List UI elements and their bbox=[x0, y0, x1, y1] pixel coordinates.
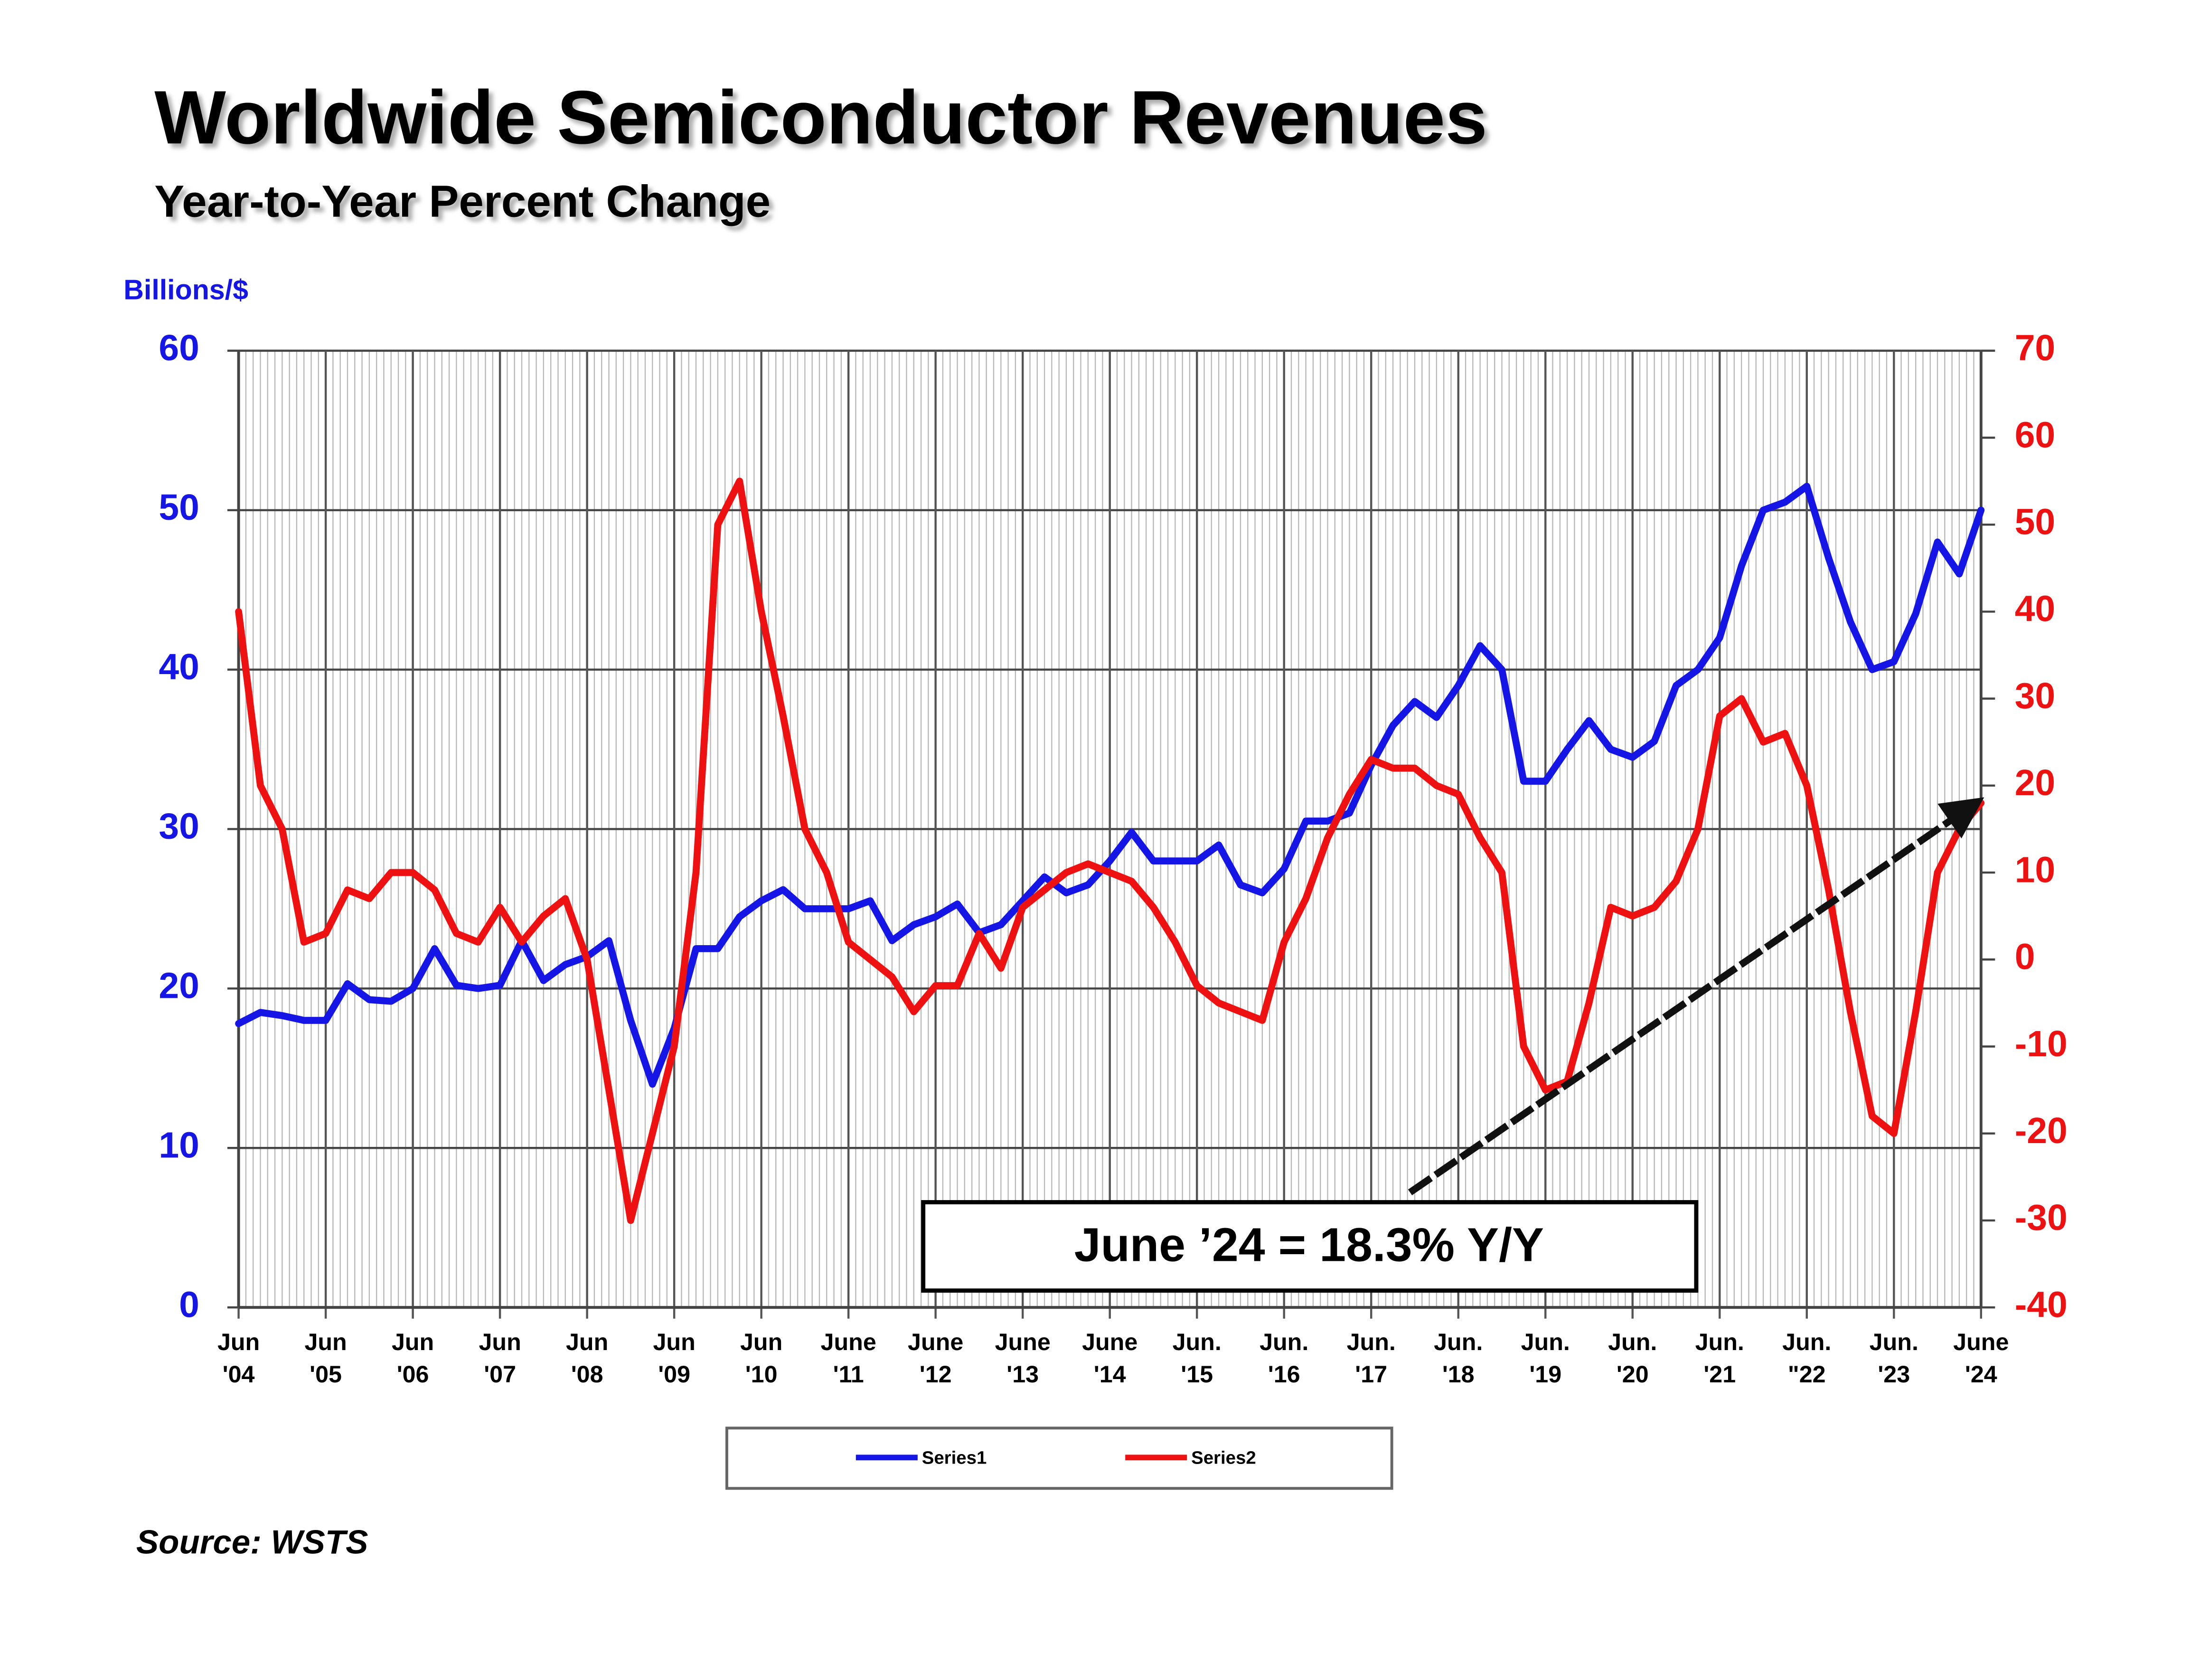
x-tick-label: June bbox=[908, 1329, 963, 1355]
x-tick-label: Jun bbox=[304, 1329, 347, 1355]
x-tick-label: Jun. bbox=[1870, 1329, 1918, 1355]
x-tick-label: '09 bbox=[658, 1361, 690, 1388]
x-tick-label: Jun. bbox=[1521, 1329, 1570, 1355]
x-tick-label: Jun bbox=[392, 1329, 434, 1355]
y-tick-label: 50 bbox=[159, 487, 199, 528]
x-tick-label: Jun. bbox=[1347, 1329, 1396, 1355]
annotation-box bbox=[921, 1200, 1699, 1293]
x-tick-label: Jun. bbox=[1608, 1329, 1657, 1355]
x-tick-label: Jun bbox=[479, 1329, 521, 1355]
x-tick-label: Jun bbox=[217, 1329, 260, 1355]
x-tick-label: Jun. bbox=[1173, 1329, 1222, 1355]
source: Source: WSTS bbox=[136, 1523, 368, 1561]
annotation-arrow bbox=[1408, 797, 1984, 1195]
x-tick-label: '21 bbox=[1703, 1361, 1736, 1388]
x-tick-label: Jun bbox=[740, 1329, 782, 1355]
y-axis-label: Billions/$ bbox=[123, 273, 248, 305]
y2-tick-label: 40 bbox=[2015, 589, 2055, 629]
x-tick-label: '24 bbox=[1965, 1361, 1997, 1388]
y-tick-label: 60 bbox=[159, 328, 199, 368]
x-tick-label: June bbox=[995, 1329, 1051, 1355]
x-tick-label: '15 bbox=[1181, 1361, 1213, 1388]
x-tick-label: '05 bbox=[310, 1361, 342, 1388]
y2-tick-label: 60 bbox=[2015, 414, 2055, 455]
plot-area: 0 10 20 30 40 50 60 -40 -30 -20 -10 0 10 20 30 40 50 60 70… bbox=[159, 328, 2067, 1388]
y-tick-label: 30 bbox=[159, 806, 199, 847]
chart-subtitle: Year-to-Year Percent Change bbox=[154, 176, 771, 226]
x-tick-label: Jun. bbox=[1695, 1329, 1744, 1355]
x-tick-label: '16 bbox=[1268, 1361, 1300, 1388]
chart-title: Worldwide Semiconductor Revenues bbox=[154, 75, 1487, 160]
x-tick-label: June bbox=[1082, 1329, 1138, 1355]
y2-tick-label: -40 bbox=[2015, 1284, 2068, 1325]
legend: Series1 Series2 bbox=[856, 1447, 1256, 1468]
x-tick-label: Jun. bbox=[1782, 1329, 1831, 1355]
x-tick-label: Jun bbox=[653, 1329, 695, 1355]
x-tick-label: '11 bbox=[833, 1361, 864, 1388]
legend-label: Series1 bbox=[922, 1447, 987, 1468]
x-tick-label: June bbox=[1953, 1329, 2009, 1355]
x-tick-label: '07 bbox=[484, 1361, 516, 1388]
x-tick-label: '18 bbox=[1442, 1361, 1475, 1388]
y2-tick-label: 50 bbox=[2015, 501, 2055, 542]
x-tick-label: '20 bbox=[1617, 1361, 1649, 1388]
y2-tick-label: 70 bbox=[2015, 328, 2055, 368]
x-tick-label: '10 bbox=[745, 1361, 778, 1388]
x-tick-label: '13 bbox=[1006, 1361, 1039, 1388]
legend-box bbox=[725, 1427, 1393, 1490]
y-tick-label: 40 bbox=[159, 647, 199, 687]
x-tick-label: '06 bbox=[397, 1361, 429, 1388]
x-tick-label: Jun. bbox=[1260, 1329, 1308, 1355]
y2-tick-label: 10 bbox=[2015, 849, 2055, 890]
y-tick-label: 10 bbox=[159, 1125, 199, 1166]
y2-tick-label: 20 bbox=[2015, 762, 2055, 803]
x-tick-label: '23 bbox=[1878, 1361, 1910, 1388]
x-tick-label: '04 bbox=[223, 1361, 255, 1388]
annotation: June ’24 = 18.3% Y/Y bbox=[1074, 1219, 1544, 1272]
y-tick-label: 20 bbox=[159, 966, 199, 1006]
x-tick-label: "22 bbox=[1788, 1361, 1826, 1388]
x-tick-label: '12 bbox=[920, 1361, 952, 1388]
y2-tick-label: -20 bbox=[2015, 1110, 2068, 1151]
series-line bbox=[235, 482, 1985, 1088]
y2-tick-label: -30 bbox=[2015, 1197, 2068, 1238]
x-tick-label: Jun. bbox=[1434, 1329, 1483, 1355]
x-tick-label: '17 bbox=[1355, 1361, 1387, 1388]
series-line bbox=[235, 478, 1985, 1224]
legend-label: Series2 bbox=[1191, 1447, 1256, 1468]
x-tick-label: June bbox=[821, 1329, 876, 1355]
y2-tick-label: -10 bbox=[2015, 1023, 2068, 1064]
x-tick-label: Jun bbox=[566, 1329, 608, 1355]
y2-tick-label: 0 bbox=[2015, 937, 2035, 977]
x-tick-label: '14 bbox=[1094, 1361, 1126, 1388]
x-tick-label: '19 bbox=[1529, 1361, 1561, 1388]
y2-tick-label: 30 bbox=[2015, 676, 2055, 716]
y-tick-label: 0 bbox=[179, 1284, 199, 1325]
x-tick-label: '08 bbox=[571, 1361, 603, 1388]
